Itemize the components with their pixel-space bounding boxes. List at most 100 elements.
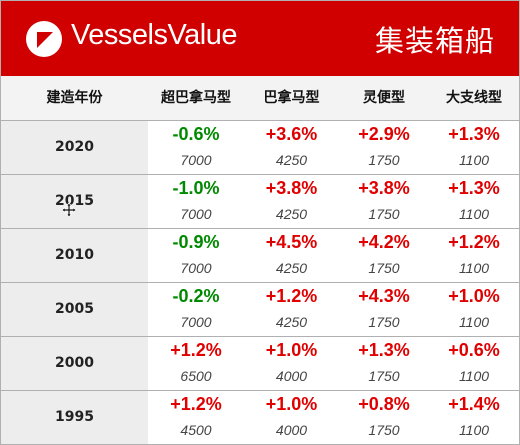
vessel-size: 1100 [458, 368, 490, 384]
value-cell: +3.6% 4250 [244, 121, 339, 174]
year-cell: 2005 [1, 283, 148, 336]
column-header-handy: 灵便型 [363, 90, 405, 106]
value-cell: +1.2% 4250 [244, 283, 339, 336]
value-cell: +1.2% 4500 [148, 391, 244, 444]
vessel-size: 4500 [180, 422, 212, 438]
value-cell: +1.0% 1100 [429, 283, 519, 336]
value-cell: -0.6% 7000 [148, 121, 244, 174]
column-header-row: 建造年份 超巴拿马型 巴拿马型 灵便型 大支线型 [1, 76, 519, 121]
vessel-size: 4250 [275, 206, 308, 222]
value-cell: +1.4% 1100 [429, 391, 519, 444]
table-row: 2000 +1.2% 6500 +1.0% 4000 +1.3% 1750 +0.6% 1100 [1, 337, 519, 391]
percent-change: +3.6% [265, 124, 318, 144]
vessel-size: 1750 [368, 260, 400, 276]
value-cell: +4.5% 4250 [244, 229, 339, 282]
vesselsvalue-logo-icon [26, 21, 62, 57]
vessel-size: 7000 [180, 206, 212, 222]
value-cell: +3.8% 1750 [339, 175, 429, 228]
percent-change: +1.4% [448, 394, 500, 414]
vessel-size: 7000 [180, 314, 212, 330]
table-row: 2005 -0.2% 7000 +1.2% 4250 +4.3% 1750 +1.0% 1100 [1, 283, 519, 337]
percent-change: +1.2% [448, 232, 500, 252]
percent-change: +0.6% [448, 340, 500, 360]
percent-change: +1.3% [448, 178, 500, 198]
year-cell: 2010 [1, 229, 148, 282]
column-header-feeder-max: 大支线型 [446, 90, 502, 106]
percent-change: +3.8% [358, 178, 410, 198]
value-cell: +1.2% 6500 [148, 337, 244, 390]
vessel-size: 1750 [368, 152, 400, 168]
build-year: 1995 [55, 409, 94, 425]
value-cell: +1.3% 1750 [339, 337, 429, 390]
value-cell: +4.2% 1750 [339, 229, 429, 282]
value-cell: +4.3% 1750 [339, 283, 429, 336]
build-year: 2000 [55, 355, 94, 371]
build-year: 2010 [55, 247, 94, 263]
percent-change: -1.0% [172, 178, 220, 198]
vessel-size: 1750 [368, 422, 400, 438]
column-header-panamax: 巴拿马型 [263, 90, 320, 106]
value-cell: +1.0% 4000 [244, 391, 339, 444]
value-cell: -0.9% 7000 [148, 229, 244, 282]
vessel-size: 7000 [180, 260, 212, 276]
percent-change: +1.0% [265, 394, 318, 414]
percent-change: +1.0% [265, 340, 318, 360]
percent-change: +1.3% [358, 340, 410, 360]
year-cell: 2015 [1, 175, 148, 228]
move-cursor-icon [61, 202, 77, 221]
percent-change: +4.5% [265, 232, 318, 252]
value-cell: +1.3% 1100 [429, 175, 519, 228]
header-bar: VesselsValue 集装箱船 [1, 1, 519, 76]
build-year: 2020 [55, 139, 94, 155]
vessel-size: 4000 [275, 368, 308, 384]
build-year: 2015 [55, 193, 94, 209]
column-header-build-year: 建造年份 [46, 90, 103, 106]
value-cell: -0.2% 7000 [148, 283, 244, 336]
value-cell: +1.3% 1100 [429, 121, 519, 174]
percent-change: +1.3% [448, 124, 500, 144]
vessel-size: 6500 [180, 368, 212, 384]
vessel-size: 1100 [458, 422, 490, 438]
percent-change: -0.2% [172, 286, 220, 306]
percent-change: +1.0% [448, 286, 500, 306]
percent-change: +4.2% [358, 232, 410, 252]
value-cell: +2.9% 1750 [339, 121, 429, 174]
vessel-size: 4250 [275, 260, 308, 276]
vessel-size: 4250 [275, 152, 308, 168]
vessel-size: 1100 [458, 206, 490, 222]
year-cell: 2000 [1, 337, 148, 390]
percent-change: +1.2% [170, 394, 222, 414]
value-cell: +3.8% 4250 [244, 175, 339, 228]
header-title: 集装箱船 [374, 24, 495, 58]
percent-change: +2.9% [358, 124, 410, 144]
value-cell: +1.2% 1100 [429, 229, 519, 282]
percent-change: +1.2% [170, 340, 222, 360]
vessel-size: 1750 [368, 368, 400, 384]
percent-change: +3.8% [265, 178, 318, 198]
build-year: 2005 [55, 301, 94, 317]
value-cell: -1.0% 7000 [148, 175, 244, 228]
value-cell: +0.6% 1100 [429, 337, 519, 390]
table-row: 1995 +1.2% 4500 +1.0% 4000 +0.8% 1750 +1.4% 1100 [1, 391, 519, 445]
value-cell: +0.8% 1750 [339, 391, 429, 444]
table-row: 2015 -1.0% 7000 +3.8% 4250 +3.8% 1750 +1.3% 1100 [1, 175, 519, 229]
table-row: 2020 -0.6% 7000 +3.6% 4250 +2.9% 1750 +1.3% 1100 [1, 121, 519, 175]
table-row: 2010 -0.9% 7000 +4.5% 4250 +4.2% 1750 +1.2% 1100 [1, 229, 519, 283]
year-cell: 2020 [1, 121, 148, 174]
vessel-size: 4000 [275, 422, 308, 438]
brand-name: VesselsValue [71, 19, 237, 51]
vessel-size: 4250 [275, 314, 308, 330]
vessel-size: 7000 [180, 152, 212, 168]
percent-change: +1.2% [265, 286, 318, 306]
value-cell: +1.0% 4000 [244, 337, 339, 390]
vessel-size: 1750 [368, 314, 400, 330]
percent-change: +4.3% [358, 286, 410, 306]
year-cell: 1995 [1, 391, 148, 444]
vessel-size: 1100 [458, 152, 490, 168]
percent-change: +0.8% [358, 394, 410, 414]
vessel-size: 1750 [368, 206, 400, 222]
vessel-size: 1100 [458, 260, 490, 276]
column-header-post-panamax: 超巴拿马型 [161, 90, 231, 106]
percent-change: -0.6% [172, 124, 220, 144]
